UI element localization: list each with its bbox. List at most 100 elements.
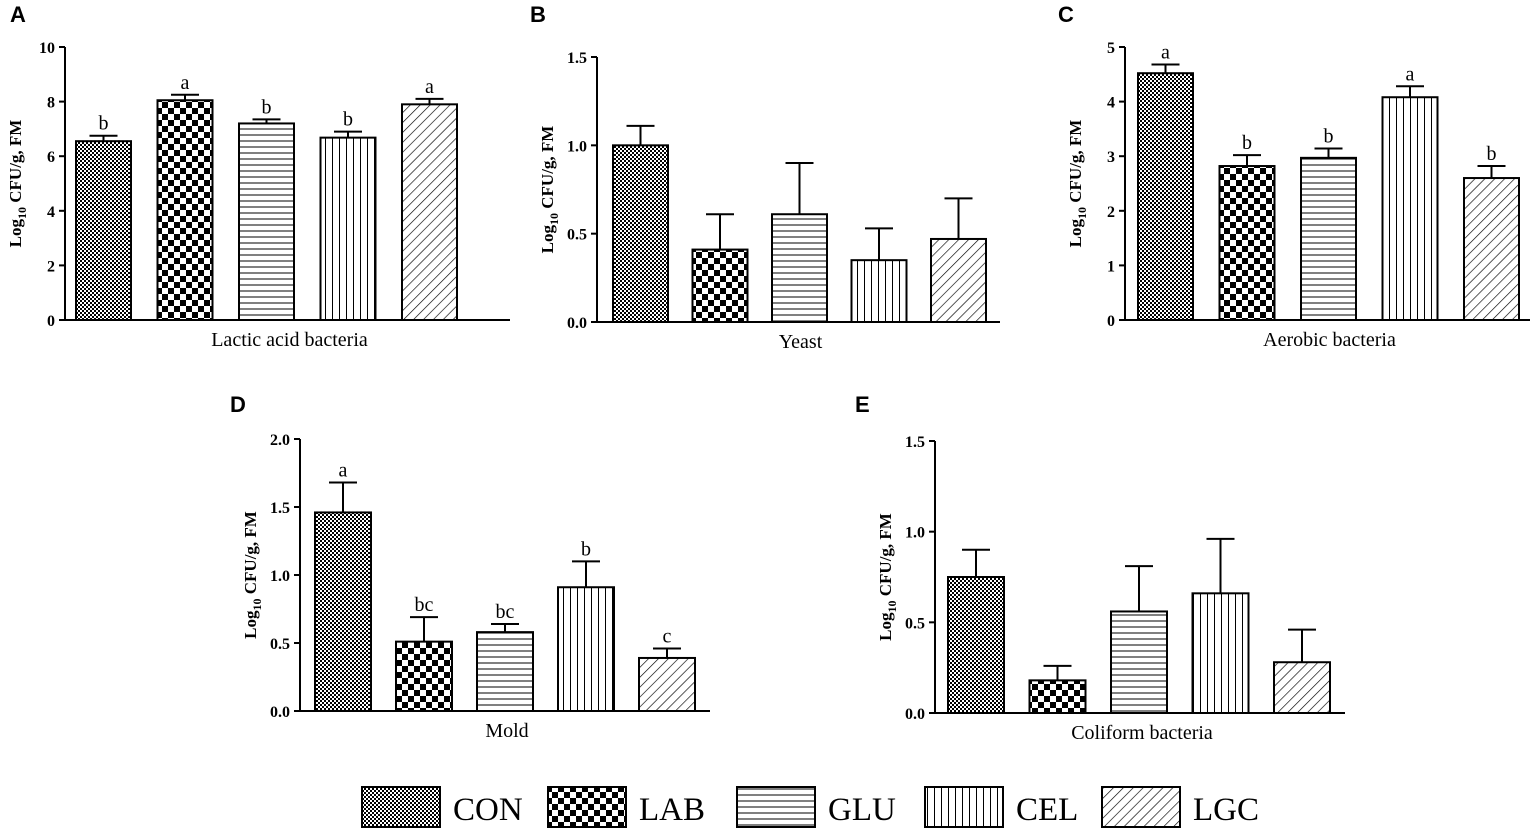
bar-lab bbox=[691, 248, 749, 323]
bar-lab bbox=[1218, 165, 1276, 321]
y-tick-label: 0 bbox=[47, 313, 55, 330]
panel-c: C 0 1 2 3 4 5 Log10 CFU/g, FM a b b a b Aerobic bacte… bbox=[1058, 2, 1530, 351]
panel-letter: C bbox=[1058, 2, 1074, 27]
bar-glu bbox=[1110, 610, 1168, 714]
legend-label: CON bbox=[453, 792, 523, 828]
significance-letter: bc bbox=[415, 594, 434, 616]
y-tick-label: 0.0 bbox=[905, 706, 925, 723]
y-tick-label: 8 bbox=[47, 95, 55, 112]
bar-glu bbox=[771, 213, 828, 324]
y-axis-label: Log10 CFU/g, FM bbox=[6, 120, 29, 248]
bar-lgc bbox=[1273, 661, 1331, 715]
y-label-main: Log bbox=[6, 219, 25, 248]
y-label-rest: CFU/g, FM bbox=[876, 513, 895, 600]
significance-letter: a bbox=[339, 460, 348, 482]
bar-con bbox=[612, 144, 669, 323]
legend-swatch bbox=[547, 786, 627, 828]
bar-cel bbox=[319, 136, 377, 321]
legend-label: LAB bbox=[639, 792, 705, 828]
legend-item-cel: CEL bbox=[924, 786, 1078, 828]
bar-lab bbox=[1028, 679, 1087, 714]
significance-letter: c bbox=[663, 625, 672, 647]
y-label-sub: 10 bbox=[547, 213, 561, 225]
y-tick-label: 1.0 bbox=[905, 525, 925, 542]
y-tick-label: 0.5 bbox=[270, 636, 290, 653]
legend-swatch bbox=[1101, 786, 1181, 828]
bar-con bbox=[75, 140, 132, 321]
y-label-sub: 10 bbox=[250, 599, 264, 611]
bar-cel bbox=[850, 259, 908, 323]
y-tick-label: 5 bbox=[1107, 40, 1115, 57]
x-axis-label: Yeast bbox=[779, 331, 823, 353]
y-tick-label: 1 bbox=[1107, 258, 1115, 275]
x-axis-label: Lactic acid bacteria bbox=[211, 329, 368, 351]
bar-glu bbox=[476, 631, 534, 712]
x-axis-label: Aerobic bacteria bbox=[1263, 329, 1396, 351]
y-tick-label: 0.0 bbox=[270, 704, 290, 721]
bar-lab bbox=[156, 99, 214, 321]
significance-letter: a bbox=[425, 76, 434, 98]
panel-b: B 0.0 0.5 1.0 1.5 Log10 CFU/g, FM Yeast bbox=[530, 2, 1000, 353]
significance-letter: b bbox=[99, 113, 109, 135]
y-tick-label: 0 bbox=[1107, 313, 1115, 330]
y-tick-label: 0.0 bbox=[567, 315, 587, 332]
bar-cel bbox=[1381, 96, 1439, 322]
y-tick-label: 0.5 bbox=[905, 615, 925, 632]
legend-label: CEL bbox=[1016, 792, 1078, 828]
y-axis-label: Log10 CFU/g, FM bbox=[1066, 120, 1089, 248]
significance-letter: b bbox=[343, 109, 353, 131]
y-axis-label: Log10 CFU/g, FM bbox=[241, 511, 264, 639]
significance-letter: b bbox=[1487, 143, 1497, 165]
y-label-main: Log bbox=[241, 610, 260, 639]
y-tick-label: 10 bbox=[39, 40, 55, 57]
y-label-main: Log bbox=[1066, 219, 1085, 248]
y-label-sub: 10 bbox=[1075, 207, 1089, 219]
panel-letter: B bbox=[530, 2, 546, 27]
significance-letter: b bbox=[262, 96, 272, 118]
x-axis-label: Coliform bacteria bbox=[1071, 722, 1213, 744]
y-label-rest: CFU/g, FM bbox=[538, 126, 557, 213]
y-tick-label: 2 bbox=[47, 258, 55, 275]
y-label-rest: CFU/g, FM bbox=[6, 120, 25, 207]
bar-con bbox=[314, 511, 372, 712]
legend-swatch bbox=[924, 786, 1004, 828]
bar-lab bbox=[395, 640, 453, 713]
panel-letter: E bbox=[855, 392, 870, 417]
y-tick-label: 1.5 bbox=[567, 50, 587, 67]
significance-letter: b bbox=[1324, 126, 1334, 148]
significance-letter: b bbox=[1242, 132, 1252, 154]
y-axis-label: Log10 CFU/g, FM bbox=[538, 126, 561, 254]
y-label-main: Log bbox=[538, 225, 557, 254]
y-label-rest: CFU/g, FM bbox=[241, 511, 260, 598]
legend-item-lgc: LGC bbox=[1101, 786, 1259, 828]
y-label-main: Log bbox=[876, 612, 895, 641]
bar-con bbox=[947, 576, 1005, 714]
y-label-sub: 10 bbox=[15, 207, 29, 219]
y-axis-label: Log10 CFU/g, FM bbox=[876, 513, 899, 641]
y-tick-label: 6 bbox=[47, 149, 55, 166]
y-tick-label: 4 bbox=[1107, 95, 1115, 112]
legend-item-lab: LAB bbox=[547, 786, 705, 828]
bar-cel bbox=[1191, 592, 1250, 715]
legend-item-con: CON bbox=[361, 786, 523, 828]
y-tick-label: 0.5 bbox=[567, 227, 587, 244]
y-tick-label: 1.5 bbox=[270, 500, 290, 517]
significance-letter: bc bbox=[496, 601, 515, 623]
y-label-rest: CFU/g, FM bbox=[1066, 120, 1085, 207]
panel-e: E 0.0 0.5 1.0 1.5 Log10 CFU/g, FM Coliform bac… bbox=[855, 392, 1345, 744]
legend-swatch bbox=[361, 786, 441, 828]
legend: CON LAB GLU CEL LGC bbox=[361, 786, 1259, 828]
y-tick-label: 1.5 bbox=[905, 434, 925, 451]
bar-lgc bbox=[930, 237, 987, 323]
legend-label: GLU bbox=[828, 792, 896, 828]
significance-letter: a bbox=[1406, 63, 1415, 85]
legend-swatch bbox=[736, 786, 816, 828]
bar-lgc bbox=[638, 656, 696, 713]
legend-label: LGC bbox=[1193, 792, 1259, 828]
bar-lgc bbox=[401, 103, 458, 321]
y-tick-label: 2.0 bbox=[270, 432, 290, 449]
bar-cel bbox=[557, 586, 615, 712]
y-tick-label: 1.0 bbox=[270, 568, 290, 585]
